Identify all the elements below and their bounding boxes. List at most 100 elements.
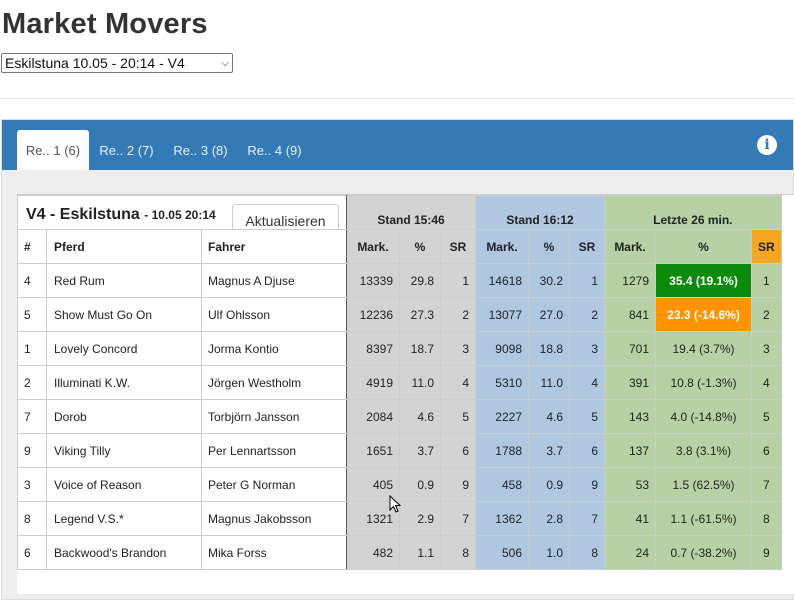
cell-sr-3: 1 — [751, 263, 782, 298]
cell-mark-3: 53 — [604, 467, 656, 502]
cell-horse: Show Must Go On — [46, 297, 202, 332]
cell-pct-3: 23.3 (-14.6%) — [655, 297, 752, 332]
col-sr-3: SR — [751, 229, 782, 264]
cell-mark-1: 482 — [346, 535, 400, 570]
cell-pct-3: 3.8 (3.1%) — [655, 433, 752, 468]
cell-driver: Ulf Ohlsson — [201, 297, 347, 332]
cell-pct-2: 3.7 — [528, 433, 570, 468]
cell-num: 4 — [17, 263, 47, 298]
cell-mark-1: 1651 — [346, 433, 400, 468]
cell-num: 1 — [17, 331, 47, 366]
cell-pct-1: 29.8 — [399, 263, 441, 298]
cell-sr-2: 1 — [569, 263, 605, 298]
cell-horse: Viking Tilly — [46, 433, 202, 468]
cell-pct-1: 27.3 — [399, 297, 441, 332]
cell-sr-1: 3 — [440, 331, 476, 366]
cell-mark-1: 4919 — [346, 365, 400, 400]
cell-driver: Magnus Jakobsson — [201, 501, 347, 536]
col-num: # — [17, 229, 47, 264]
cell-num: 5 — [17, 297, 47, 332]
cell-mark-2: 9098 — [475, 331, 529, 366]
cell-pct-2: 27.0 — [528, 297, 570, 332]
table-row: 2 Illuminati K.W. Jörgen Westholm 4919 11.0 4… — [17, 365, 782, 400]
cell-sr-1: 6 — [440, 433, 476, 468]
cell-mark-1: 12236 — [346, 297, 400, 332]
cell-horse: Voice of Reason — [46, 467, 202, 502]
card-subtitle: - 10.05 20:14 — [144, 208, 216, 222]
cell-sr-1: 8 — [440, 535, 476, 570]
refresh-button[interactable]: Aktualisieren — [232, 204, 339, 229]
cell-pct-1: 11.0 — [399, 365, 441, 400]
market-table: V4 - Eskilstuna - 10.05 20:14 Aktualisie… — [17, 195, 782, 570]
cell-mark-3: 1279 — [604, 263, 656, 298]
cell-driver: Jorma Kontio — [201, 331, 347, 366]
cell-driver: Jörgen Westholm — [201, 365, 347, 400]
cell-mark-2: 1788 — [475, 433, 529, 468]
cell-sr-1: 5 — [440, 399, 476, 434]
card-title: V4 - Eskilstuna - 10.05 20:14 — [26, 206, 216, 223]
cell-sr-2: 8 — [569, 535, 605, 570]
cell-pct-1: 4.6 — [399, 399, 441, 434]
cell-pct-2: 2.8 — [528, 501, 570, 536]
chevron-down-icon: ⌵ — [221, 57, 229, 69]
cell-driver: Per Lennartsson — [201, 433, 347, 468]
col-sr-1: SR — [440, 229, 476, 264]
col-driver: Fahrer — [201, 229, 347, 264]
group-stand-2: Stand 16:12 — [475, 195, 605, 230]
cell-sr-3: 7 — [751, 467, 782, 502]
table-row: 7 Dorob Torbjörn Jansson 2084 4.6 5 2227 4.6 5 14… — [17, 399, 782, 434]
cell-mark-2: 458 — [475, 467, 529, 502]
cell-mark-2: 1362 — [475, 501, 529, 536]
cell-mark-1: 13339 — [346, 263, 400, 298]
group-stand-1: Stand 15:46 — [346, 195, 476, 230]
cell-pct-2: 4.6 — [528, 399, 570, 434]
cell-mark-3: 701 — [604, 331, 656, 366]
cell-num: 3 — [17, 467, 47, 502]
cell-horse: Legend V.S.* — [46, 501, 202, 536]
cell-pct-1: 2.9 — [399, 501, 441, 536]
tab-race-4[interactable]: Re.. 4 (9) — [247, 142, 302, 158]
race-select[interactable]: Eskilstuna 10.05 - 20:14 - V4 ⌵ — [1, 53, 233, 73]
cell-sr-3: 4 — [751, 365, 782, 400]
cell-mark-2: 506 — [475, 535, 529, 570]
cell-sr-1: 1 — [440, 263, 476, 298]
cell-pct-2: 18.8 — [528, 331, 570, 366]
cell-driver: Mika Forss — [201, 535, 347, 570]
cell-mark-3: 137 — [604, 433, 656, 468]
cell-horse: Illuminati K.W. — [46, 365, 202, 400]
col-pct-2: % — [528, 229, 570, 264]
cell-mark-1: 8397 — [346, 331, 400, 366]
cell-mark-3: 143 — [604, 399, 656, 434]
tab-race-1[interactable]: Re.. 1 (6) — [17, 130, 89, 170]
group-header-row: V4 - Eskilstuna - 10.05 20:14 Aktualisie… — [17, 195, 782, 230]
cell-pct-3: 0.7 (-38.2%) — [655, 535, 752, 570]
cell-sr-3: 6 — [751, 433, 782, 468]
cell-pct-3: 10.8 (-1.3%) — [655, 365, 752, 400]
cell-num: 7 — [17, 399, 47, 434]
cell-sr-2: 5 — [569, 399, 605, 434]
cell-num: 9 — [17, 433, 47, 468]
tab-race-2[interactable]: Re.. 2 (7) — [99, 142, 154, 158]
column-header-row: # Pferd Fahrer Mark. % SR Mark. % SR Mar… — [17, 229, 782, 264]
cell-num: 2 — [17, 365, 47, 400]
info-circle-icon[interactable]: i — [757, 135, 777, 155]
col-pct-1: % — [399, 229, 441, 264]
cell-pct-3: 4.0 (-14.8%) — [655, 399, 752, 434]
cell-horse: Lovely Concord — [46, 331, 202, 366]
cell-sr-2: 9 — [569, 467, 605, 502]
cell-sr-3: 9 — [751, 535, 782, 570]
table-row: 3 Voice of Reason Peter G Norman 405 0.9 9 458… — [17, 467, 782, 502]
cell-pct-3: 35.4 (19.1%) — [655, 263, 752, 298]
cell-driver: Torbjörn Jansson — [201, 399, 347, 434]
cell-num: 8 — [17, 501, 47, 536]
table-row: 1 Lovely Concord Jorma Kontio 8397 18.7 3 9098… — [17, 331, 782, 366]
cell-driver: Magnus A Djuse — [201, 263, 347, 298]
cell-pct-3: 19.4 (3.7%) — [655, 331, 752, 366]
cell-sr-3: 3 — [751, 331, 782, 366]
cell-mark-1: 2084 — [346, 399, 400, 434]
tab-race-3[interactable]: Re.. 3 (8) — [173, 142, 228, 158]
cell-driver: Peter G Norman — [201, 467, 347, 502]
cell-sr-1: 7 — [440, 501, 476, 536]
cell-pct-3: 1.5 (62.5%) — [655, 467, 752, 502]
cell-pct-1: 0.9 — [399, 467, 441, 502]
